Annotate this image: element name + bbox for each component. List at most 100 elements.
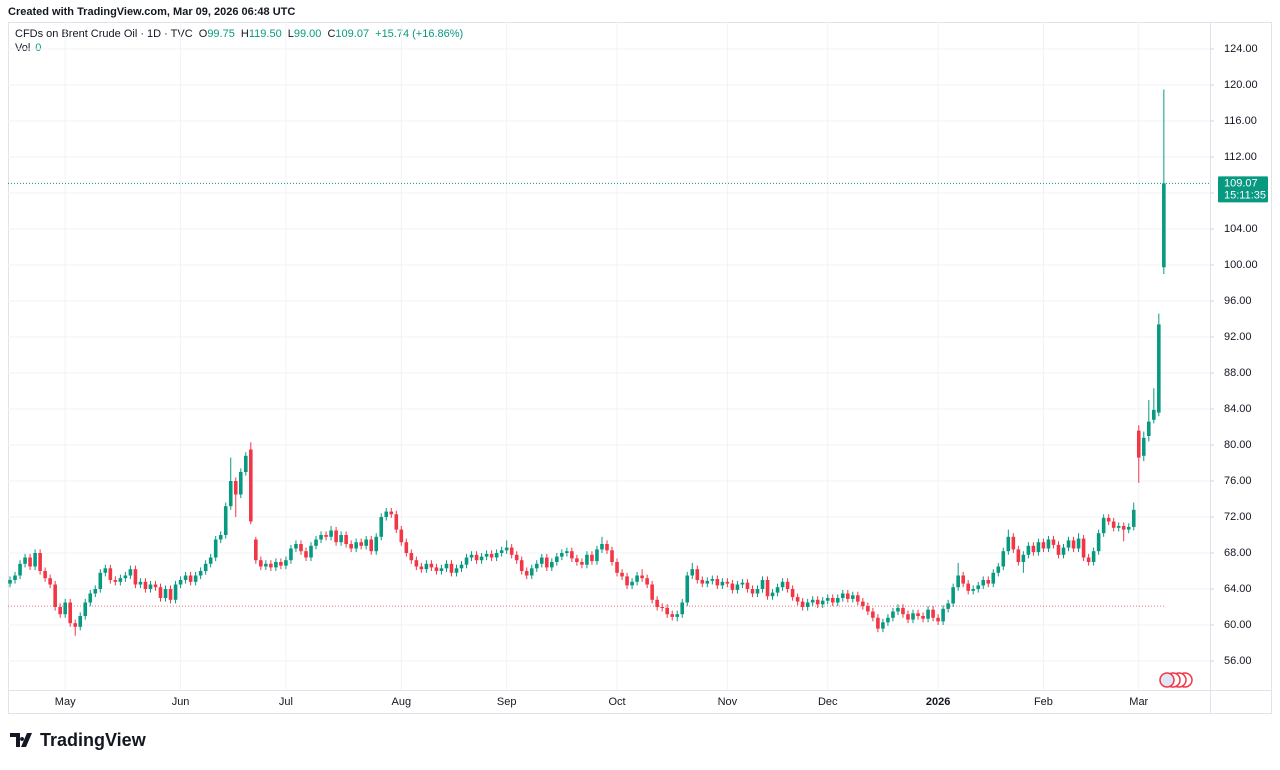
candle-body [1091, 551, 1096, 562]
candle-body [770, 592, 775, 597]
y-tick-label: 72.00 [1224, 511, 1252, 523]
candle-body [88, 593, 93, 603]
candle-body [871, 611, 875, 618]
candle-body [38, 553, 42, 571]
candle-body [550, 562, 554, 568]
candle-body [198, 571, 203, 576]
candle-body [183, 575, 188, 580]
candle-body [18, 563, 22, 576]
candle-body [665, 607, 669, 615]
candle-body [1016, 549, 1021, 562]
candle-body [1126, 526, 1131, 530]
candle-body [710, 579, 715, 581]
candle-body [735, 584, 740, 590]
candle-body [760, 580, 765, 589]
candle-body [118, 578, 123, 582]
frame [8, 22, 1272, 714]
candle-body [379, 517, 384, 537]
x-tick-label: Aug [392, 696, 412, 708]
candle-body [986, 580, 991, 584]
x-tick-label: Oct [608, 696, 625, 708]
candle-body [48, 578, 52, 585]
candle-body [499, 550, 504, 553]
candle-body [524, 571, 529, 576]
logo: TradingView [10, 730, 147, 750]
y-tick-label: 96.00 [1224, 295, 1252, 307]
x-tick-label: Jun [172, 696, 190, 708]
candle-body [600, 544, 604, 550]
y-tick-label: 116.00 [1224, 115, 1257, 127]
x-tick-label: 2026 [926, 696, 950, 708]
y-tick-label: 84.00 [1224, 403, 1252, 415]
candle-body [1056, 544, 1061, 555]
candle-body [1041, 542, 1046, 549]
symbol: CFDs on Brent Crude Oil · 1D · TVC [15, 28, 193, 40]
candle-body [163, 589, 168, 598]
candle-body [78, 616, 83, 627]
candle-body [193, 575, 198, 582]
candle-body [304, 551, 308, 558]
candle-body [795, 597, 800, 602]
candle-body [660, 607, 664, 608]
candle-body [1046, 539, 1051, 549]
candle-body [1076, 538, 1081, 549]
candle-body [264, 563, 268, 567]
candle-body [153, 584, 158, 588]
candle-body [359, 542, 363, 546]
created-note: Created with TradingView.com, Mar 09, 20… [8, 6, 295, 18]
candle-body [218, 535, 223, 540]
candle-body [1026, 545, 1031, 555]
candle-body [324, 535, 328, 537]
candle-body [856, 595, 860, 602]
last-price-label: 109.07 [1224, 177, 1258, 189]
candle-body [23, 557, 27, 564]
x-tick-label: Feb [1034, 696, 1053, 708]
candle-body [349, 544, 353, 549]
candle-body [399, 529, 404, 543]
candle-body [780, 581, 785, 588]
candle-body [680, 602, 685, 615]
candle-body [168, 589, 173, 600]
candle-body [459, 564, 464, 569]
candle-body [725, 581, 730, 584]
candle-body [228, 481, 233, 507]
candle-body [605, 544, 609, 551]
candle-body [655, 599, 659, 607]
candle-body [1141, 437, 1146, 456]
candle-body [926, 609, 930, 619]
candle-body [946, 603, 950, 609]
candle-body [509, 547, 514, 555]
candle-body [625, 576, 629, 586]
candle-body [1031, 545, 1036, 553]
candle-body [289, 548, 293, 561]
candle-body [339, 535, 343, 543]
candle-body [93, 589, 98, 594]
candle-body [580, 562, 584, 565]
candle-body [314, 539, 318, 546]
countdown-label: 15:11:35 [1224, 189, 1266, 201]
candle-body [269, 563, 273, 568]
candle-body [188, 575, 193, 582]
candle-body [43, 571, 47, 579]
candle-body [840, 593, 845, 598]
candle-body [249, 449, 253, 522]
candle-body [921, 616, 925, 619]
candle-body [1116, 526, 1121, 528]
l-label: L [288, 28, 294, 40]
candle-body [364, 539, 368, 546]
candle-body [484, 553, 489, 557]
candle-body [1152, 409, 1156, 420]
candle-body [615, 562, 619, 573]
candle-body [424, 563, 429, 570]
candle-body [384, 511, 389, 517]
flag-icon [1159, 672, 1193, 688]
grid [8, 22, 1210, 690]
candle-body [830, 598, 835, 603]
candle-body [976, 585, 981, 589]
candle-body [464, 557, 469, 565]
candle-body [630, 581, 634, 586]
candle-body [108, 568, 113, 580]
candle-body [1162, 183, 1166, 268]
candle-body [1006, 536, 1011, 552]
candle-body [961, 575, 965, 584]
